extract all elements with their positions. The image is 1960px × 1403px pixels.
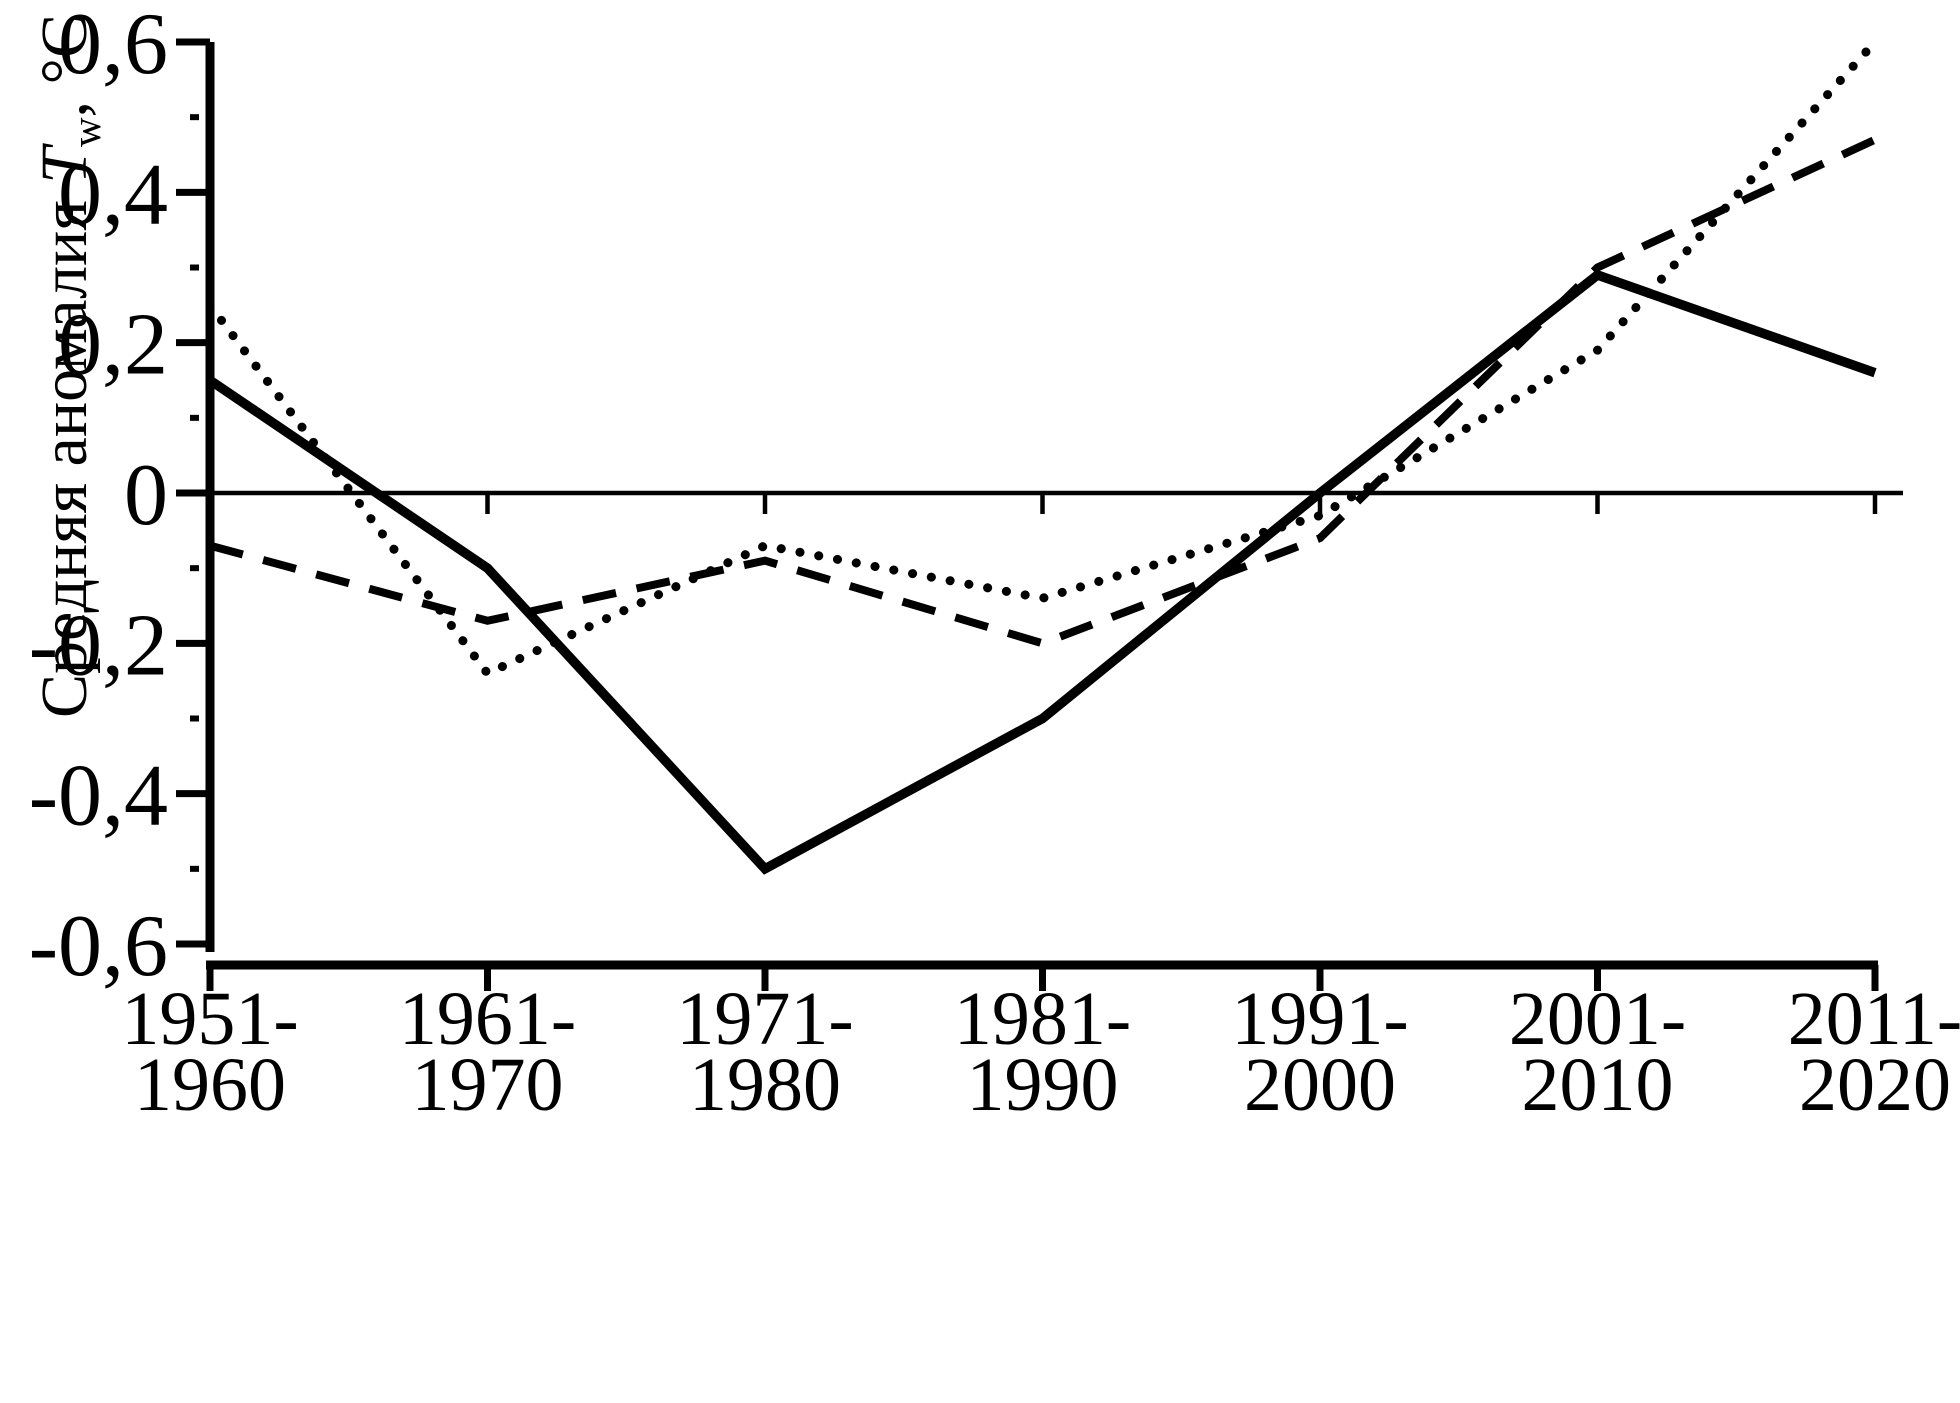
y-tick-label: 0,6 [58, 0, 168, 93]
x-tick-label-line1: 1971- [676, 977, 853, 1061]
x-tick-label-line1: 2001- [1509, 977, 1686, 1061]
x-tick-label-line2: 1960 [134, 1043, 286, 1127]
x-tick-label-line1: 1981- [954, 977, 1131, 1061]
series-dotted-line [205, 37, 1880, 680]
x-tick-label-line1: 1951- [121, 977, 298, 1061]
y-tick-label: -0,6 [29, 898, 168, 995]
series-solid-line [207, 269, 1877, 875]
y-axis-title: Средняя аномалия Tw, °C [28, 14, 109, 718]
series-dashed-line [208, 136, 1877, 648]
x-tick-label-line2: 1980 [689, 1043, 841, 1127]
x-tick-label-line1: 1991- [1231, 977, 1408, 1061]
x-tick-label-line2: 1990 [967, 1043, 1119, 1127]
y-tick-label: -0,4 [29, 748, 168, 845]
y-tick-label: 0 [124, 447, 168, 544]
x-tick-label-line1: 1961- [399, 977, 576, 1061]
x-tick-label-line2: 2000 [1244, 1043, 1396, 1127]
x-tick-label-line1: 2011- [1788, 977, 1960, 1061]
y-tick-label: 0,2 [58, 297, 168, 394]
y-tick-label: 0,4 [58, 146, 168, 243]
x-tick-label-line2: 2010 [1522, 1043, 1674, 1127]
x-tick-label-line2: 2020 [1799, 1043, 1951, 1127]
y-tick-label: -0,2 [29, 597, 168, 694]
x-tick-label-line2: 1970 [412, 1043, 564, 1127]
